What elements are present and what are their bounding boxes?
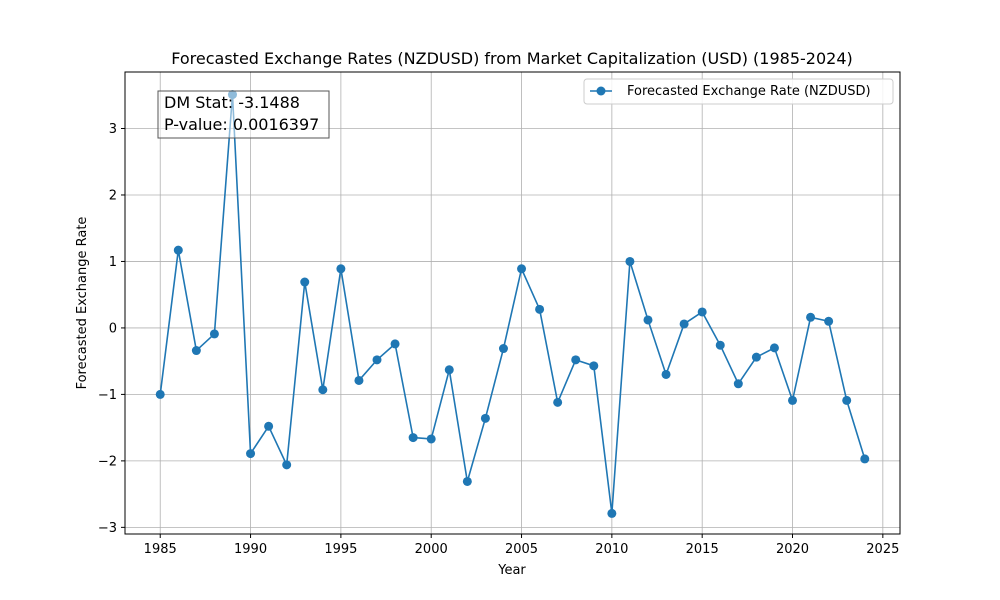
- data-point: [246, 449, 256, 459]
- data-point: [300, 277, 310, 287]
- x-tick-label: 2010: [595, 542, 628, 557]
- data-point: [426, 434, 436, 444]
- data-point: [480, 413, 490, 423]
- x-tick-label: 1995: [324, 542, 357, 557]
- data-point: [372, 355, 382, 365]
- y-tick-label: 1: [109, 255, 117, 270]
- data-point: [173, 245, 183, 255]
- data-point: [517, 264, 527, 274]
- x-tick-label: 2000: [415, 542, 448, 557]
- x-tick-label: 2020: [776, 542, 809, 557]
- data-point: [788, 395, 798, 405]
- x-tick-label: 1985: [144, 542, 177, 557]
- data-point: [824, 316, 834, 326]
- data-point: [282, 460, 292, 470]
- data-point: [697, 307, 707, 317]
- data-point: [715, 340, 725, 350]
- x-tick-label: 2005: [505, 542, 538, 557]
- legend: Forecasted Exchange Rate (NZDUSD): [583, 78, 894, 105]
- y-tick-label: −2: [98, 454, 117, 469]
- data-point: [535, 304, 545, 314]
- plot-frame: [124, 71, 901, 535]
- data-point: [336, 264, 346, 274]
- data-point: [571, 355, 581, 365]
- y-tick-label: 2: [109, 188, 117, 203]
- data-point: [318, 385, 328, 395]
- p-value-text: P-value: 0.0016397: [164, 115, 319, 134]
- data-point: [661, 369, 671, 379]
- data-point: [733, 379, 743, 389]
- data-point: [390, 339, 400, 349]
- data-point: [607, 508, 617, 518]
- data-point: [444, 365, 454, 375]
- data-point: [264, 421, 274, 431]
- x-tick-label: 1990: [234, 542, 267, 557]
- y-tick-label: −1: [98, 388, 117, 403]
- data-point: [860, 454, 870, 464]
- x-axis-label: Year: [497, 563, 526, 578]
- y-tick-label: −3: [98, 521, 117, 536]
- legend-marker-swatch: [596, 86, 606, 96]
- data-point: [769, 343, 779, 353]
- data-point: [751, 352, 761, 362]
- series-layer: [155, 90, 870, 518]
- stat-box-frame: [157, 90, 330, 139]
- legend-frame: [583, 78, 894, 105]
- data-point: [625, 256, 635, 266]
- stat-annotation-box: DM Stat: -3.1488 P-value: 0.0016397: [157, 90, 330, 139]
- data-point: [408, 433, 418, 443]
- data-point: [191, 346, 201, 356]
- data-point: [462, 476, 472, 486]
- grid-lines: [125, 72, 900, 534]
- chart-title: Forecasted Exchange Rates (NZDUSD) from …: [171, 49, 853, 68]
- y-tick-label: 3: [109, 122, 117, 137]
- data-point: [679, 319, 689, 329]
- legend-entry-label: Forecasted Exchange Rate (NZDUSD): [627, 84, 871, 99]
- data-point: [589, 361, 599, 371]
- data-point: [498, 344, 508, 354]
- axis-ticks: 1985 1990 1995 2000 2005 2010 2015 2020 2025 −3 −2…: [98, 122, 900, 557]
- dm-stat-text: DM Stat: -3.1488: [164, 93, 300, 112]
- data-point: [842, 395, 852, 405]
- y-axis-label: Forecasted Exchange Rate: [75, 217, 90, 390]
- data-point: [155, 389, 165, 399]
- series-line: [159, 93, 866, 515]
- data-point: [643, 315, 653, 325]
- x-tick-label: 2025: [866, 542, 899, 557]
- data-point: [354, 375, 364, 385]
- y-tick-label: 0: [109, 321, 117, 336]
- x-tick-label: 2015: [686, 542, 719, 557]
- data-point: [806, 312, 816, 322]
- data-point: [209, 329, 219, 339]
- data-point: [553, 397, 563, 407]
